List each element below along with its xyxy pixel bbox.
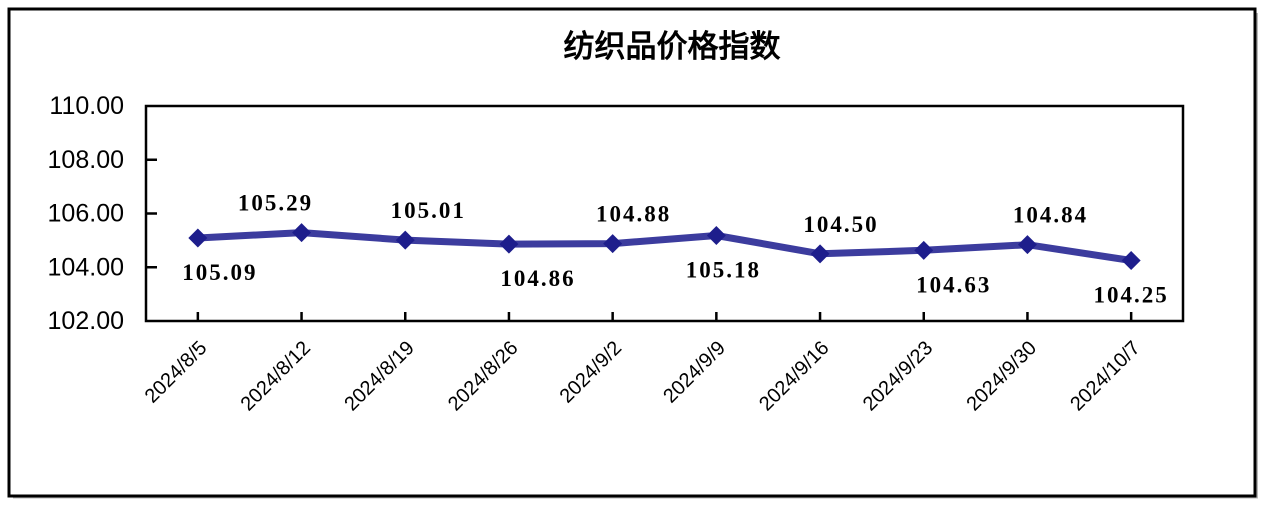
plot-area	[144, 104, 1185, 323]
data-point-label: 104.88	[596, 202, 671, 227]
chart-frame	[7, 7, 1257, 498]
y-tick-label: 102.00	[48, 307, 124, 335]
data-point-label: 104.86	[500, 266, 575, 291]
data-point-marker	[914, 240, 934, 260]
data-point-marker	[706, 226, 726, 246]
series-line	[194, 229, 1135, 264]
data-point-marker	[395, 230, 415, 250]
y-tick-label: 106.00	[48, 200, 124, 228]
data-point-marker	[810, 244, 830, 264]
data-point-label: 104.50	[803, 212, 878, 237]
data-point-marker	[499, 234, 519, 254]
data-point-label: 105.29	[238, 191, 313, 216]
y-tick-label: 110.00	[49, 92, 124, 120]
chart-title: 纺织品价格指数	[564, 29, 781, 64]
y-tick-label: 108.00	[48, 146, 124, 174]
data-point-marker	[1121, 251, 1141, 271]
data-point-marker	[1017, 235, 1037, 255]
y-tick-label: 104.00	[48, 253, 124, 281]
data-point-label: 104.25	[1094, 283, 1169, 308]
data-point-marker	[188, 228, 208, 248]
data-point-label: 104.63	[916, 272, 991, 297]
data-point-label: 105.18	[686, 258, 761, 283]
data-point-marker	[292, 223, 312, 243]
data-point-label: 104.84	[1013, 203, 1088, 228]
data-series	[188, 223, 1141, 271]
data-point-label: 105.09	[182, 260, 257, 285]
data-labels: 105.09 105.29 105.01 104.86 104.88 105.18 104.…	[182, 191, 1169, 308]
y-axis: 110.00 108.00 106.00 104.00 102.00	[48, 92, 157, 335]
data-point-marker	[603, 234, 623, 254]
data-point-label: 105.01	[391, 198, 466, 223]
